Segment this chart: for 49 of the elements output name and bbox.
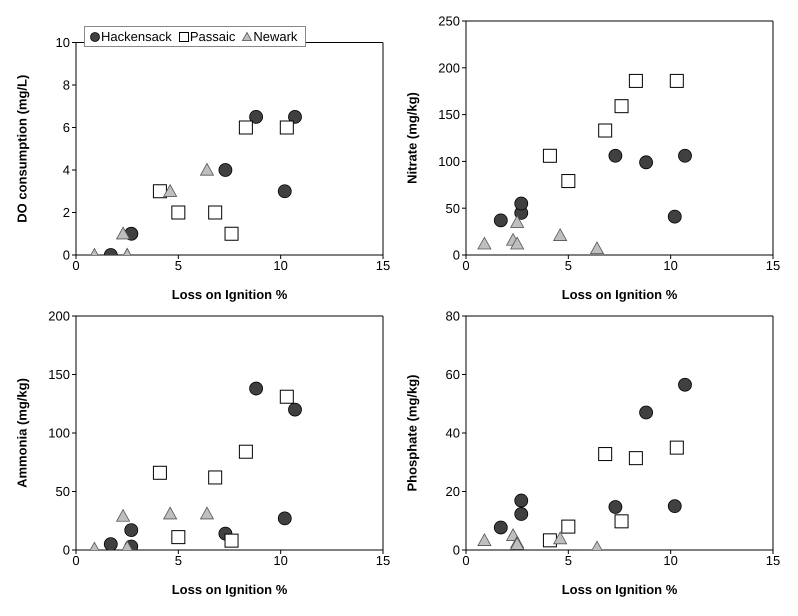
y-tick-label: 8 [62, 78, 70, 93]
y-axis-title: DO consumption (mg/L) [14, 74, 30, 223]
y-tick-label: 2 [62, 205, 70, 220]
legend-label: Passaic [190, 29, 236, 44]
x-tick-label: 5 [564, 553, 572, 568]
y-axis-title: Ammonia (mg/kg) [14, 378, 30, 488]
x-axis-title: Loss on Ignition % [172, 582, 288, 597]
y-tick-label: 100 [438, 154, 460, 170]
y-tick-label: 150 [48, 367, 70, 382]
y-tick-label: 40 [446, 426, 460, 441]
y-tick-label: 0 [452, 542, 460, 558]
y-tick-label: 20 [446, 484, 460, 500]
x-tick-label: 0 [462, 258, 470, 274]
x-tick-label: 0 [462, 553, 470, 568]
x-tick-label: 15 [766, 258, 780, 274]
x-tick-label: 10 [663, 553, 678, 568]
x-axis-title: Loss on Ignition % [562, 287, 678, 302]
legend-label: Newark [253, 29, 298, 44]
legend-label: Hackensack [101, 29, 172, 44]
y-tick-label: 200 [438, 60, 460, 76]
y-tick-label: 80 [446, 308, 460, 324]
y-tick-label: 250 [438, 14, 460, 29]
y-axis-title: Nitrate (mg/kg) [404, 92, 420, 184]
x-tick-label: 5 [174, 553, 182, 568]
x-tick-label: 5 [564, 258, 572, 274]
x-tick-label: 10 [273, 258, 288, 274]
y-tick-label: 10 [56, 35, 70, 50]
y-tick-label: 50 [56, 484, 70, 500]
x-tick-label: 10 [663, 258, 678, 274]
x-tick-label: 15 [376, 553, 390, 568]
y-tick-label: 4 [62, 162, 70, 178]
y-tick-label: 60 [446, 367, 460, 382]
x-tick-label: 0 [72, 258, 80, 274]
x-tick-label: 15 [376, 258, 390, 274]
y-tick-label: 150 [438, 107, 460, 122]
x-tick-label: 5 [174, 258, 182, 274]
y-tick-label: 0 [62, 248, 70, 263]
x-tick-label: 10 [273, 553, 288, 568]
x-tick-label: 0 [72, 553, 80, 568]
y-tick-label: 0 [452, 248, 460, 263]
y-tick-label: 200 [48, 308, 70, 324]
y-tick-label: 50 [446, 200, 460, 216]
y-tick-label: 100 [48, 426, 70, 441]
x-axis-title: Loss on Ignition % [172, 287, 288, 302]
x-axis-title: Loss on Ignition % [562, 582, 678, 597]
x-tick-label: 15 [766, 553, 780, 568]
y-axis-title: Phosphate (mg/kg) [404, 374, 420, 492]
y-tick-label: 6 [62, 120, 70, 136]
y-tick-label: 0 [62, 542, 70, 558]
